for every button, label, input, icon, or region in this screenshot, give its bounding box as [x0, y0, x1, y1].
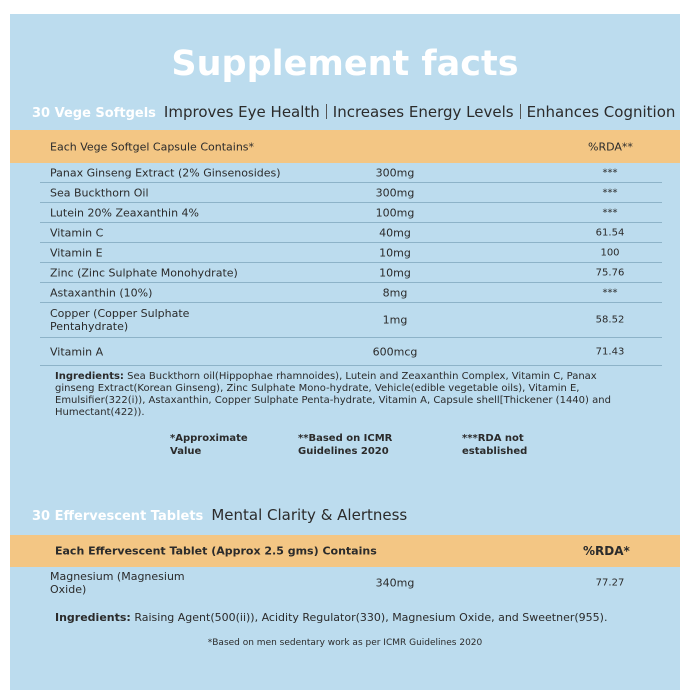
cell: *** [602, 167, 618, 178]
cell: 40mg [379, 226, 411, 239]
cell: Magnesium (Magnesium Oxide) [50, 570, 185, 596]
header-cell: %RDA** [588, 140, 633, 153]
benefit: Improves Eye Health [163, 103, 320, 121]
footnote: ***RDA not established [462, 433, 528, 457]
cell: Sea Buckthorn Oil [50, 186, 149, 199]
table-row: Vitamin A 600mcg 71.43 [40, 338, 662, 366]
panel: Supplement facts 30 Vege Softgels Improve… [10, 14, 680, 690]
tablet-footnote: *Based on men sedentary work as per ICMR… [207, 638, 483, 648]
table-row: Astaxanthin (10%) 8mg *** [40, 283, 662, 303]
footnote: *Approximate Value [170, 433, 248, 457]
cell: Copper (Copper Sulphate Pentahydrate) [50, 307, 190, 333]
table-row: Sea Buckthorn Oil 300mg *** [40, 183, 662, 203]
cell: Vitamin C [50, 226, 104, 239]
cell: *** [602, 287, 618, 298]
table-header: Each Effervescent Tablet (Approx 2.5 gms… [10, 535, 680, 567]
tablet-subtitle: 30 Effervescent Tablets Mental Clarity & … [32, 506, 407, 524]
cell: Vitamin E [50, 246, 103, 259]
cell: Lutein 20% Zeaxanthin 4% [50, 206, 199, 219]
cell: 10mg [379, 266, 411, 279]
table-row: Zinc (Zinc Sulphate Monohydrate) 10mg 75.7… [40, 263, 662, 283]
cell: 61.54 [595, 227, 625, 238]
softgel-ingredients: Ingredients: Sea Buckthorn oil(Hippophae… [55, 371, 635, 419]
cell: 300mg [375, 166, 415, 179]
benefit: Mental Clarity & Alertness [211, 506, 408, 524]
header-cell: Each Vege Softgel Capsule Contains* [50, 140, 255, 153]
tablet-ingredients: Ingredients: Raising Agent(500(ii)), Aci… [55, 612, 655, 624]
cell: Vitamin A [50, 345, 104, 358]
ingredients-label: Ingredients: [55, 371, 124, 382]
cell: *** [602, 187, 618, 198]
table-row: Vitamin E 10mg 100 [40, 243, 662, 263]
ingredients-text: Sea Buckthorn oil(Hippophae rhamnoides),… [55, 371, 611, 418]
footnote: **Based on ICMR Guidelines 2020 [298, 433, 393, 457]
benefit: Enhances Cognition [526, 103, 676, 121]
ingredients-label: Ingredients: [55, 611, 131, 624]
table-row: Lutein 20% Zeaxanthin 4% 100mg *** [40, 203, 662, 223]
cell: 600mcg [372, 345, 418, 358]
cell: 77.27 [595, 577, 625, 589]
table-row: Copper (Copper Sulphate Pentahydrate) 1mg… [40, 303, 662, 338]
cell: 75.76 [595, 267, 625, 278]
table-row: Panax Ginseng Extract (2% Ginsenosides) 3… [40, 163, 662, 183]
cell: 300mg [375, 186, 415, 199]
cell: 58.52 [595, 314, 625, 326]
title: Supplement facts [171, 44, 519, 84]
table-row: Magnesium (Magnesium Oxide) 340mg 77.27 [40, 567, 662, 599]
cell: 100mg [375, 206, 415, 219]
ingredients-text: Raising Agent(500(ii)), Acidity Regulato… [134, 611, 608, 624]
header-cell: %RDA* [583, 544, 630, 558]
cell: 10mg [379, 246, 411, 259]
cell: 8mg [382, 286, 408, 299]
softgel-label: 30 Vege Softgels [32, 106, 156, 121]
table-row: Vitamin C 40mg 61.54 [40, 223, 662, 243]
benefit: Increases Energy Levels [332, 103, 514, 121]
header-cell: Each Effervescent Tablet (Approx 2.5 gms… [55, 544, 377, 558]
tablet-label: 30 Effervescent Tablets [32, 509, 204, 524]
cell: 1mg [382, 313, 408, 327]
cell: Astaxanthin (10%) [50, 286, 153, 299]
cell: 71.43 [595, 346, 625, 357]
cell: Zinc (Zinc Sulphate Monohydrate) [50, 266, 238, 279]
cell: Panax Ginseng Extract (2% Ginsenosides) [50, 166, 281, 179]
cell: 340mg [375, 576, 415, 590]
softgel-subtitle: 30 Vege Softgels Improves Eye Health Incre… [32, 103, 675, 121]
cell: *** [602, 207, 618, 218]
table-header: Each Vege Softgel Capsule Contains* %RDA… [10, 130, 680, 163]
cell: 100 [600, 247, 620, 258]
